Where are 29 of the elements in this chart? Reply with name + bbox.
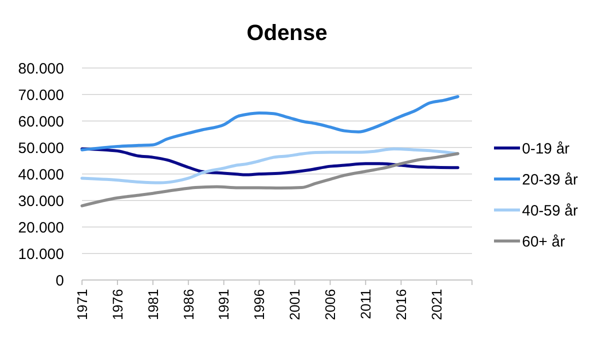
x-tick-label: 2016 (392, 288, 409, 320)
x-tick-label: 1986 (180, 288, 196, 320)
y-tick-label: 10.000 (18, 246, 64, 263)
x-tick-label: 2021 (428, 288, 444, 320)
line-series (80, 147, 460, 176)
x-tick-label: 1976 (109, 288, 126, 320)
legend-label: 20-39 år (522, 171, 578, 188)
y-tick-label: 40.000 (18, 166, 64, 184)
x-tick-label: 1991 (216, 288, 232, 320)
y-tick-label: 0 (56, 272, 64, 290)
x-tick-label: 1996 (251, 288, 268, 320)
y-tick-label: 80.000 (18, 60, 64, 78)
x-tick-label: 1971 (74, 288, 90, 320)
legend-label: 60+ år (522, 233, 565, 250)
x-tick-label: 2011 (358, 288, 374, 320)
line-series (80, 152, 460, 208)
y-tick-label: 30.000 (18, 192, 64, 210)
x-tick-label: 2006 (322, 288, 338, 320)
line-series (80, 95, 460, 152)
x-tick-label: 1981 (144, 288, 161, 320)
x-tick-label: 2001 (286, 288, 303, 320)
line-series (80, 147, 460, 184)
chart-title: Odense (246, 20, 328, 45)
legend-label: 0-19 år (522, 140, 570, 158)
legend-label: 40-59 år (522, 202, 578, 220)
y-tick-label: 70.000 (18, 86, 64, 104)
y-tick-label: 20.000 (18, 219, 64, 236)
y-tick-label: 60.000 (18, 113, 64, 130)
y-tick-label: 50.000 (18, 140, 64, 157)
